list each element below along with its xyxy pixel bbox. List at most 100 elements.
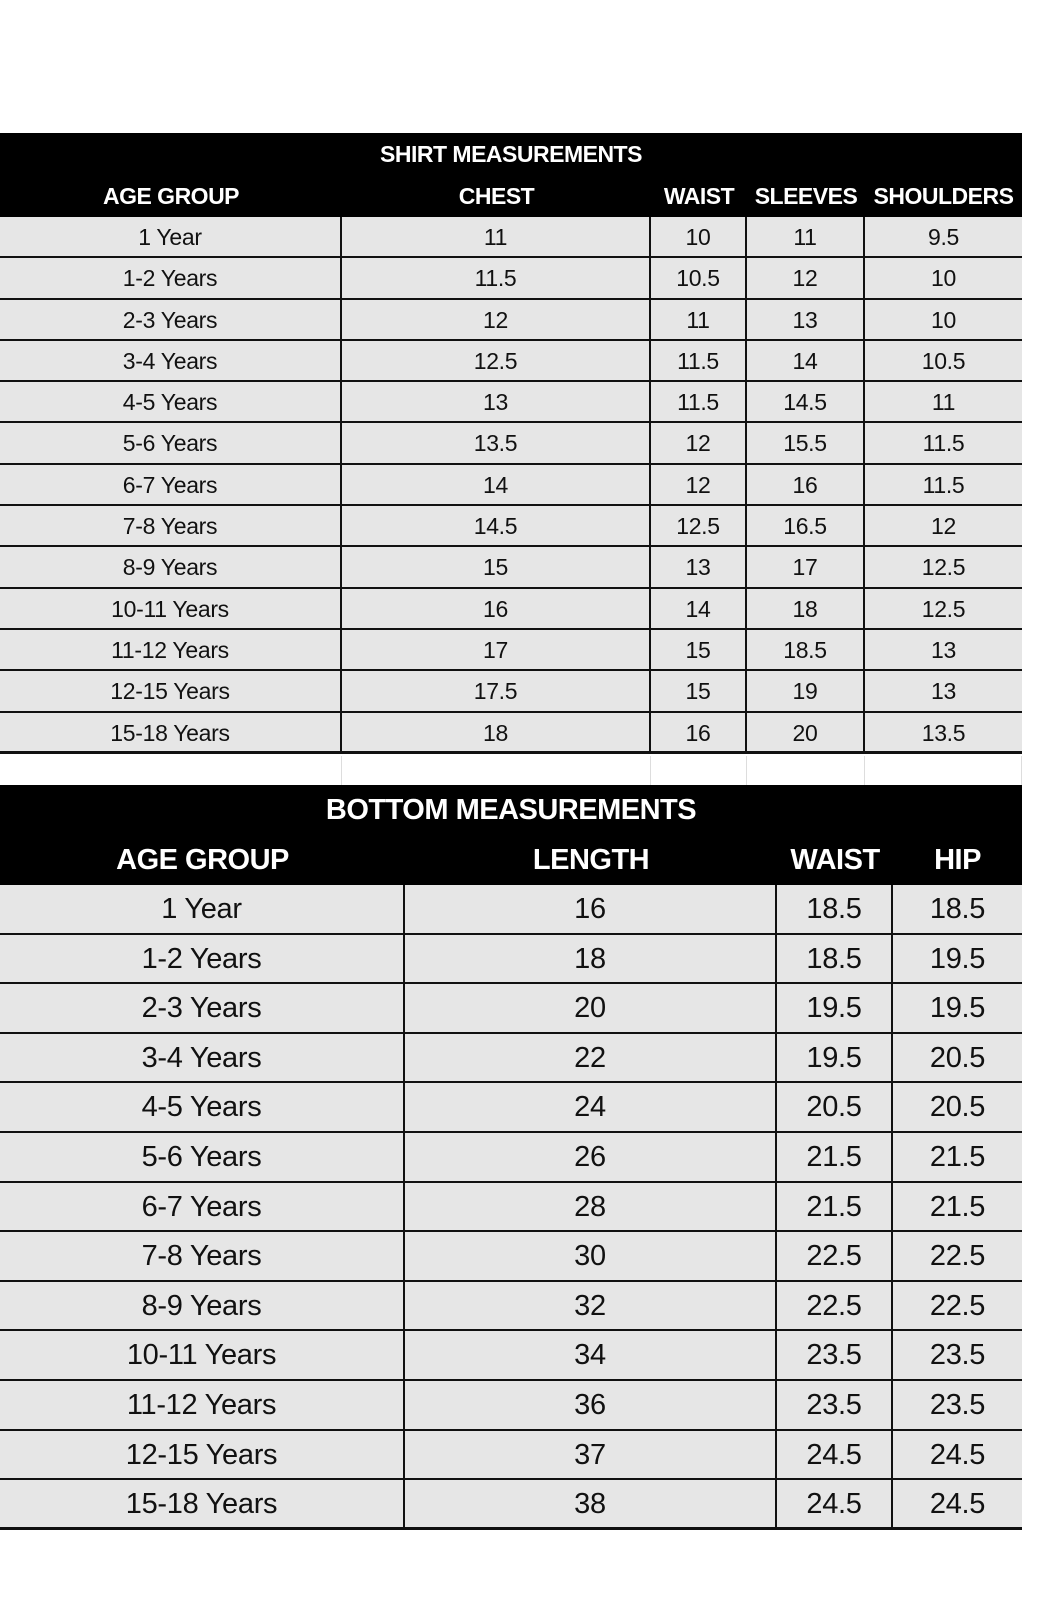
bottom-measurements-table: BOTTOM MEASUREMENTS AGE GROUP LENGTH WAI…: [0, 785, 1022, 1530]
column-header-hip: HIP: [934, 844, 981, 876]
table-cell: 12: [747, 258, 865, 299]
table-cell: 26: [405, 1132, 777, 1181]
table-cell: 13: [747, 299, 865, 340]
table-row: 11-12 Years 36 23.5 23.5: [0, 1380, 1022, 1431]
table-cell: 22.5: [777, 1281, 893, 1330]
table-row: 4-5 Years 13 11.5 14.5 11: [0, 382, 1022, 424]
table-row: 5-6 Years 13.5 12 15.5 11.5: [0, 423, 1022, 465]
table-header: SHIRT MEASUREMENTS AGE GROUP CHEST WAIST…: [0, 133, 1022, 217]
table-cell: 11.5: [922, 430, 965, 457]
table-cell: 18.5: [777, 934, 893, 983]
table-cell: 38: [405, 1480, 777, 1529]
table-row: 7-8 Years 14.5 12.5 16.5 12: [0, 506, 1022, 548]
table-cell: 12.5: [921, 595, 966, 622]
column-header-waist: WAIST: [663, 183, 735, 209]
table-cell: 4-5 Years: [0, 1083, 405, 1132]
column-header-chest: CHEST: [458, 183, 535, 209]
table-cell: 34: [405, 1331, 777, 1380]
table-cell: 14: [342, 464, 651, 505]
table-cell: 30: [405, 1232, 777, 1281]
table-cell: 23.5: [929, 1339, 986, 1372]
table-row: 8-9 Years 15 13 17 12.5: [0, 547, 1022, 589]
table-row: 4-5 Years 24 20.5 20.5: [0, 1083, 1022, 1133]
table-row: 11-12 Years 17 15 18.5 13: [0, 629, 1022, 672]
column-header-sleeves: SLEEVES: [754, 183, 858, 209]
spacer-row: [0, 756, 1022, 785]
table-row: 5-6 Years 26 21.5 21.5: [0, 1132, 1022, 1183]
table-cell: 11.5: [922, 471, 965, 498]
table-cell: 5-6 Years: [0, 1132, 405, 1181]
table-row: 1 Year 11 10 11 9.5: [0, 217, 1022, 259]
table-cell: 17: [747, 547, 865, 588]
column-headers: AGE GROUP LENGTH WAIST HIP: [0, 835, 1022, 885]
table-cell: 7-8 Years: [0, 506, 342, 547]
table-cell: 6-7 Years: [0, 464, 342, 505]
table-cell: 13.5: [342, 423, 651, 464]
table-cell: 22.5: [929, 1289, 986, 1322]
table-row: 12-15 Years 37 24.5 24.5: [0, 1430, 1022, 1481]
table-cell: 24: [405, 1083, 777, 1132]
table-cell: 8-9 Years: [0, 547, 342, 588]
table-cell: 10: [931, 306, 956, 333]
table-cell: 15: [651, 671, 747, 712]
table-cell: 6-7 Years: [0, 1182, 405, 1231]
table-row: 2-3 Years 20 19.5 19.5: [0, 984, 1022, 1034]
table-cell: 12: [342, 299, 651, 340]
table-row: 8-9 Years 32 22.5 22.5: [0, 1281, 1022, 1332]
table-cell: 20.5: [777, 1083, 893, 1132]
table-cell: 22: [405, 1033, 777, 1082]
table-cell: 19.5: [777, 1033, 893, 1082]
table-cell: 12.5: [342, 340, 651, 381]
table-cell: 15.5: [747, 423, 865, 464]
table-row: 3-4 Years 22 19.5 20.5: [0, 1033, 1022, 1084]
table-cell: 9.5: [927, 224, 960, 250]
table-cell: 3-4 Years: [0, 1033, 405, 1082]
table-cell: 7-8 Years: [0, 1232, 405, 1281]
table-row: 6-7 Years 28 21.5 21.5: [0, 1182, 1022, 1233]
table-cell: 12: [931, 513, 956, 540]
table-cell: 12: [651, 423, 747, 464]
table-title: BOTTOM MEASUREMENTS: [325, 794, 697, 826]
table-cell: 23.5: [777, 1331, 893, 1380]
table-cell: 18: [405, 934, 777, 983]
shirt-measurements-table: SHIRT MEASUREMENTS AGE GROUP CHEST WAIST…: [0, 133, 1022, 754]
table-cell: 10.5: [651, 258, 747, 299]
table-cell: 11: [651, 299, 747, 340]
table-cell: 37: [405, 1430, 777, 1479]
table-cell: 1 Year: [0, 217, 342, 257]
table-row: 10-11 Years 34 23.5 23.5: [0, 1331, 1022, 1381]
table-cell: 10: [931, 265, 956, 292]
table-cell: 13: [342, 382, 651, 423]
table-cell: 11.5: [342, 258, 651, 299]
table-cell: 15: [342, 547, 651, 588]
table-cell: 13: [651, 547, 747, 588]
table-cell: 21.5: [929, 1190, 986, 1223]
table-cell: 18.5: [777, 885, 893, 933]
table-cell: 15-18 Years: [0, 712, 342, 753]
column-header-length: LENGTH: [532, 844, 650, 876]
table-cell: 11: [342, 217, 651, 257]
column-header-age-group: AGE GROUP: [102, 183, 240, 209]
table-row: 10-11 Years 16 14 18 12.5: [0, 588, 1022, 630]
table-cell: 14.5: [747, 382, 865, 423]
table-cell: 19.5: [929, 992, 986, 1025]
table-row: 1 Year 16 18.5 18.5: [0, 885, 1022, 935]
table-cell: 15: [651, 629, 747, 670]
column-header-age-group: AGE GROUP: [116, 844, 289, 876]
table-header: BOTTOM MEASUREMENTS AGE GROUP LENGTH WAI…: [0, 785, 1022, 885]
table-cell: 22.5: [929, 1240, 986, 1273]
table-row: 1-2 Years 18 18.5 19.5: [0, 934, 1022, 985]
table-cell: 24.5: [777, 1430, 893, 1479]
table-row: 15-18 Years 18 16 20 13.5: [0, 712, 1022, 754]
table-cell: 21.5: [777, 1182, 893, 1231]
table-cell: 1-2 Years: [0, 934, 405, 983]
table-cell: 16: [405, 885, 777, 933]
table-cell: 10.5: [921, 347, 966, 374]
table-cell: 22.5: [777, 1232, 893, 1281]
table-cell: 19.5: [929, 942, 986, 975]
table-row: 2-3 Years 12 11 13 10: [0, 299, 1022, 341]
table-cell: 20.5: [929, 1091, 986, 1124]
table-cell: 20.5: [929, 1041, 986, 1074]
table-cell: 23.5: [777, 1380, 893, 1429]
table-cell: 1-2 Years: [0, 258, 342, 299]
